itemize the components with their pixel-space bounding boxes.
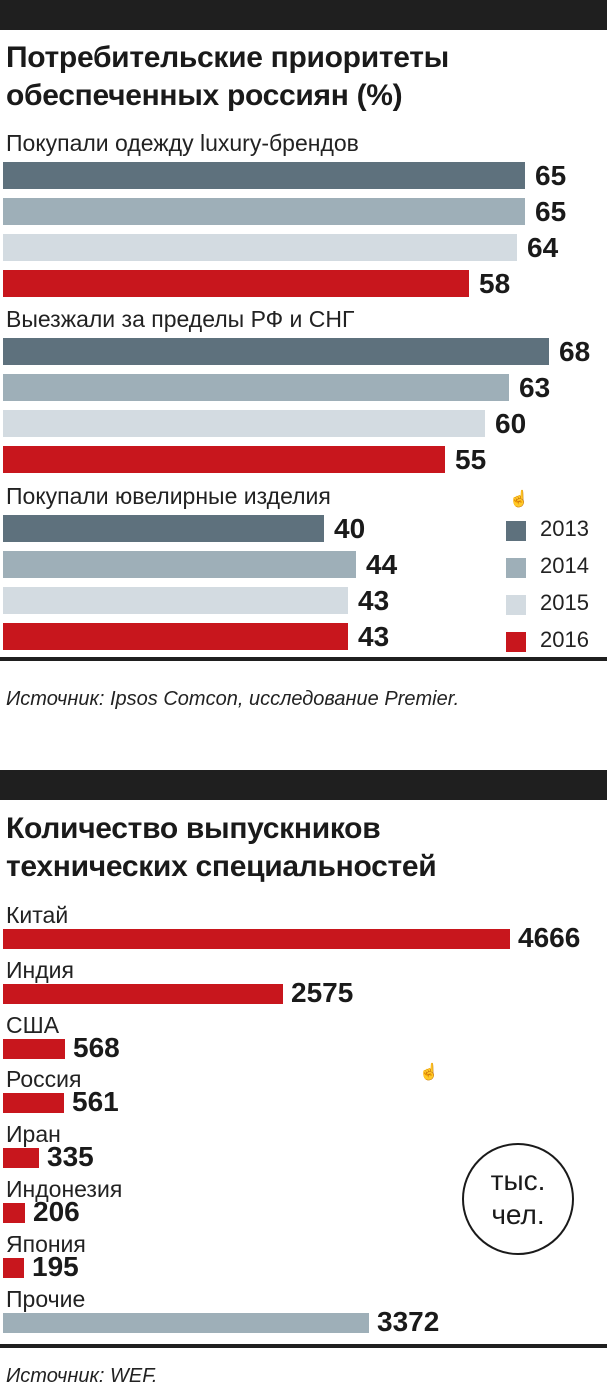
bar xyxy=(3,515,324,542)
category-label: Китай xyxy=(6,902,69,928)
bar xyxy=(3,1257,24,1278)
bar xyxy=(3,234,517,261)
legend-swatch xyxy=(506,595,526,615)
bar xyxy=(3,198,525,225)
unit-circle: тыс. чел. xyxy=(462,1143,574,1255)
group-label: Покупали ювелирные изделия xyxy=(6,483,331,509)
top-bar-2 xyxy=(0,770,607,800)
bar-value-label: 65 xyxy=(535,196,567,227)
bar-value-label: 3372 xyxy=(377,1305,440,1337)
bar-value-label: 60 xyxy=(495,408,527,439)
top-bar-1 xyxy=(0,0,607,30)
bar-value-label: 43 xyxy=(358,621,390,652)
chart1-title-line1: Потребительские приоритеты xyxy=(6,41,449,74)
bar xyxy=(3,338,549,365)
legend-label: 2016 xyxy=(540,627,589,652)
category-label: Россия xyxy=(6,1066,82,1093)
chart2-title-line2: технических специальностей xyxy=(6,850,437,883)
legend-swatch xyxy=(506,558,526,578)
bar xyxy=(3,162,525,189)
bar-value-label: 195 xyxy=(32,1250,79,1282)
chart1-bottom-rule xyxy=(0,657,607,661)
legend-swatch xyxy=(506,632,526,652)
legend-label: 2014 xyxy=(540,553,589,578)
bar xyxy=(3,929,510,949)
chart2-source: Источник: WEF. xyxy=(6,1365,158,1387)
bar-value-label: 58 xyxy=(479,268,511,299)
bar xyxy=(3,1148,39,1169)
unit-line-2: чел. xyxy=(491,1199,545,1230)
bar xyxy=(3,983,283,1004)
bar-value-label: 568 xyxy=(73,1031,120,1063)
bar xyxy=(3,623,348,650)
category-label: Индонезия xyxy=(6,1176,123,1202)
legend-swatch xyxy=(506,521,526,541)
bar-value-label: 40 xyxy=(334,513,366,544)
legend-label: 2013 xyxy=(540,516,589,541)
bar-value-label: 2575 xyxy=(291,976,354,1008)
group-label: Покупали одежду luxury-брендов xyxy=(6,130,359,156)
bar-value-label: 64 xyxy=(527,232,559,263)
category-label: Япония xyxy=(6,1230,86,1257)
bar xyxy=(3,551,356,578)
bar xyxy=(3,374,509,401)
chart2-title-line1: Количество выпускников xyxy=(6,812,381,845)
chart1-source: Источник: Ipsos Comcon, исследование Pre… xyxy=(6,688,460,710)
bar xyxy=(3,270,469,297)
bar xyxy=(3,587,348,614)
bar-value-label: 44 xyxy=(366,549,398,580)
bar xyxy=(3,1038,65,1059)
bar-value-label: 55 xyxy=(455,444,487,475)
category-label: Прочие xyxy=(6,1285,86,1312)
category-label: Индия xyxy=(6,956,74,983)
bar-value-label: 561 xyxy=(72,1086,119,1118)
hand-cursor-icon: ☝ xyxy=(509,491,529,508)
bar xyxy=(3,1203,25,1223)
category-label: США xyxy=(6,1011,60,1038)
category-label: Иран xyxy=(6,1121,61,1148)
bar-value-label: 68 xyxy=(559,336,591,367)
unit-line-1: тыс. xyxy=(490,1165,546,1196)
bar xyxy=(3,446,445,473)
chart2-bottom-rule xyxy=(0,1344,607,1348)
bar xyxy=(3,410,485,437)
bar xyxy=(3,1312,369,1333)
legend-label: 2015 xyxy=(540,590,589,615)
chart1-title-line2: обеспеченных россиян (%) xyxy=(6,79,403,112)
group-label: Выезжали за пределы РФ и СНГ xyxy=(6,306,355,332)
hand-cursor-icon: ☝ xyxy=(419,1064,439,1081)
bar-value-label: 206 xyxy=(33,1196,80,1227)
bar-value-label: 43 xyxy=(358,585,390,616)
bar-value-label: 63 xyxy=(519,372,551,403)
bar-value-label: 65 xyxy=(535,160,567,191)
bar-value-label: 335 xyxy=(47,1141,94,1173)
bar-value-label: 4666 xyxy=(518,922,581,953)
bar xyxy=(3,1093,64,1114)
